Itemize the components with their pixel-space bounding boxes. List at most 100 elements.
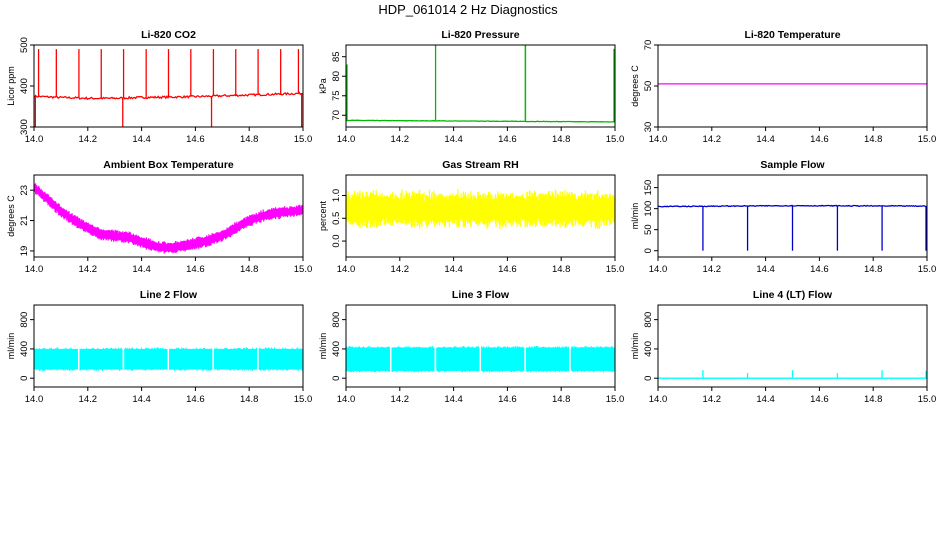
y-tick-label: 800 [331,312,342,328]
panel-title: Sample Flow [760,159,825,171]
y-tick-label: 21 [19,215,30,226]
x-tick-label: 14.0 [25,394,44,405]
plot-frame [345,304,616,388]
x-tick-label: 15.0 [294,134,313,145]
y-axis-label: percent [318,200,328,231]
y-axis-label: degrees C [6,195,16,237]
x-tick-label: 14.4 [444,264,463,275]
panel-p5: Gas Stream RH 14.0 14.2 14.4 14.6 14.8 15.0 0.0… [318,159,625,275]
panel-p3: Li-820 Temperature 14.0 14.2 14.4 14.6 14.8 15… [630,29,936,145]
y-tick-label: 300 [19,119,30,135]
panel-p6: Sample Flow 14.0 14.2 14.4 14.6 14.8 15.0 0 50 10… [630,159,936,275]
panel-title: Line 2 Flow [140,289,198,301]
panel-title: Ambient Box Temperature [103,159,234,171]
y-axis-label: Licor ppm [6,66,16,106]
x-tick-label: 14.8 [864,134,883,145]
y-tick-label: 400 [643,341,654,357]
plot-frame [345,44,616,128]
x-tick-label: 14.6 [186,264,205,275]
y-tick-label: 75 [331,90,342,101]
panel-title: Li-820 Temperature [744,29,840,41]
x-tick-label: 14.8 [552,394,571,405]
y-axis-label: kPa [318,78,328,94]
x-tick-label: 14.4 [132,264,151,275]
x-tick-label: 14.0 [337,264,356,275]
series-band [346,189,615,229]
x-tick-label: 15.0 [606,394,625,405]
y-tick-label: 70 [331,110,342,121]
data-layer [658,370,927,379]
band-noise [526,346,569,373]
x-tick-label: 14.6 [810,264,829,275]
x-tick-label: 15.0 [918,394,936,405]
y-tick-label: 85 [331,51,342,62]
panel-title: Li-820 CO2 [141,29,196,41]
x-tick-label: 14.6 [498,264,517,275]
x-tick-label: 14.2 [391,134,410,145]
data-layer [658,204,927,251]
x-tick-label: 14.2 [391,394,410,405]
plot-frame [33,174,304,258]
x-tick-label: 14.8 [864,394,883,405]
data-layer [34,183,303,254]
y-tick-label: 0 [19,376,30,381]
x-tick-label: 14.2 [703,264,722,275]
plot-frame [657,174,928,258]
series-line [346,119,615,123]
y-tick-label: 800 [643,312,654,328]
plot-frame [657,304,928,388]
y-tick-label: 500 [19,37,30,53]
y-axis-label: ml/min [6,333,16,360]
band-noise [436,346,480,373]
y-tick-label: 23 [19,185,30,196]
x-tick-label: 14.8 [552,264,571,275]
x-tick-label: 15.0 [918,264,936,275]
x-tick-label: 14.8 [864,264,883,275]
y-tick-label: 0 [331,376,342,381]
x-tick-label: 14.4 [756,134,775,145]
figure-title: HDP_061014 2 Hz Diagnostics [378,2,558,17]
x-tick-label: 14.4 [756,264,775,275]
x-tick-label: 14.6 [186,394,205,405]
panel-p7: Line 2 Flow 14.0 14.2 14.4 14.6 14.8 15.0 0 400 8… [6,289,313,405]
y-axis-label: ml/min [318,333,328,360]
data-layer [346,346,615,373]
y-tick-label: 0.5 [331,212,342,225]
data-layer [346,189,615,229]
band-noise [258,347,303,371]
y-tick-label: 800 [19,312,30,328]
x-tick-label: 14.0 [649,134,668,145]
x-tick-label: 14.2 [79,134,98,145]
y-tick-label: 100 [643,201,654,217]
x-tick-label: 14.0 [649,264,668,275]
y-tick-label: 0.0 [331,234,342,247]
panel-p2: Li-820 Pressure 14.0 14.2 14.4 14.6 14.8 15.0 7… [318,29,624,145]
y-tick-label: 1.0 [331,189,342,202]
x-tick-label: 14.4 [444,394,463,405]
x-tick-label: 14.6 [186,134,205,145]
y-tick-label: 19 [19,246,30,257]
panel-title: Line 4 (LT) Flow [753,289,833,301]
y-tick-label: 150 [643,180,654,196]
y-tick-label: 30 [643,122,654,133]
x-tick-label: 15.0 [606,264,625,275]
x-tick-label: 15.0 [294,264,313,275]
band-noise [391,346,435,373]
panel-title: Line 3 Flow [452,289,510,301]
data-layer [34,347,303,371]
x-tick-label: 14.0 [337,394,356,405]
band-noise [214,347,257,371]
y-axis-label: ml/min [630,203,640,230]
x-tick-label: 14.2 [703,134,722,145]
panel-p9: Line 4 (LT) Flow 14.0 14.2 14.4 14.6 14.8 15.0… [630,289,936,405]
panel-title: Gas Stream RH [442,159,518,171]
x-tick-label: 14.2 [79,264,98,275]
x-tick-label: 14.8 [552,134,571,145]
y-tick-label: 0 [643,248,654,253]
y-tick-label: 400 [331,341,342,357]
y-tick-label: 400 [19,78,30,94]
x-tick-label: 14.4 [132,394,151,405]
x-tick-label: 15.0 [294,394,313,405]
panel-p1: Li-820 CO2 14.0 14.2 14.4 14.6 14.8 15.0 300 400… [6,29,313,145]
